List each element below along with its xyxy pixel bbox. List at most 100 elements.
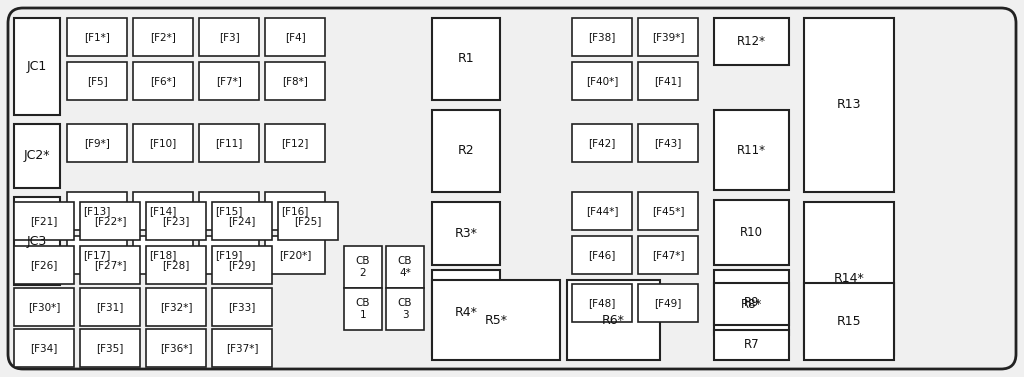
Text: R3*: R3*: [455, 227, 477, 240]
Text: R1: R1: [458, 52, 474, 66]
Text: [F18]: [F18]: [150, 250, 177, 260]
Bar: [67, 18, 127, 56]
Text: [F17]: [F17]: [83, 250, 111, 260]
Text: [F31]: [F31]: [96, 302, 124, 312]
Text: R11*: R11*: [737, 144, 766, 156]
Bar: [638, 62, 698, 100]
Bar: [432, 280, 560, 360]
Bar: [133, 18, 193, 56]
Bar: [80, 202, 140, 240]
Text: [F21]: [F21]: [31, 216, 57, 226]
Text: CB
2: CB 2: [355, 256, 371, 278]
Text: R9: R9: [743, 296, 760, 309]
Bar: [133, 236, 193, 274]
Text: [F8*]: [F8*]: [282, 76, 308, 86]
Text: [F4]: [F4]: [285, 32, 305, 42]
Bar: [80, 288, 140, 326]
Bar: [265, 124, 325, 162]
Bar: [265, 192, 325, 230]
Bar: [714, 18, 790, 65]
Bar: [199, 236, 259, 274]
Text: [F3]: [F3]: [219, 32, 240, 42]
FancyBboxPatch shape: [8, 8, 1016, 369]
Bar: [804, 202, 894, 355]
Text: R2: R2: [458, 144, 474, 158]
Text: [F30*]: [F30*]: [28, 302, 60, 312]
Text: R10: R10: [740, 226, 763, 239]
Text: [F7*]: [F7*]: [216, 76, 242, 86]
Bar: [278, 202, 338, 240]
Text: [F42]: [F42]: [589, 138, 615, 148]
Text: [F20*]: [F20*]: [279, 250, 311, 260]
Bar: [714, 283, 790, 325]
Bar: [14, 124, 60, 188]
Bar: [344, 288, 382, 330]
Text: [F2*]: [F2*]: [151, 32, 176, 42]
Text: [F1*]: [F1*]: [84, 32, 110, 42]
Bar: [212, 246, 272, 284]
Bar: [133, 124, 193, 162]
Text: [F32*]: [F32*]: [160, 302, 193, 312]
Text: [F15]: [F15]: [215, 206, 243, 216]
Bar: [199, 124, 259, 162]
Bar: [432, 18, 500, 100]
Text: [F46]: [F46]: [589, 250, 615, 260]
Bar: [14, 202, 74, 240]
Text: [F22*]: [F22*]: [94, 216, 126, 226]
Text: [F28]: [F28]: [163, 260, 189, 270]
Bar: [714, 110, 790, 190]
Bar: [80, 246, 140, 284]
Bar: [14, 288, 74, 326]
Text: [F9*]: [F9*]: [84, 138, 110, 148]
Text: [F24]: [F24]: [228, 216, 256, 226]
Bar: [14, 197, 60, 285]
Text: [F13]: [F13]: [83, 206, 111, 216]
Text: JC3: JC3: [27, 234, 47, 247]
Text: [F33]: [F33]: [228, 302, 256, 312]
Text: [F26]: [F26]: [31, 260, 57, 270]
Bar: [67, 236, 127, 274]
Text: [F49]: [F49]: [654, 298, 682, 308]
Bar: [804, 283, 894, 360]
Text: [F45*]: [F45*]: [651, 206, 684, 216]
Bar: [638, 124, 698, 162]
Text: [F29]: [F29]: [228, 260, 256, 270]
Bar: [14, 246, 74, 284]
Text: [F41]: [F41]: [654, 76, 682, 86]
Text: [F39*]: [F39*]: [651, 32, 684, 42]
Text: CB
1: CB 1: [355, 298, 371, 320]
Bar: [199, 18, 259, 56]
Text: [F38]: [F38]: [589, 32, 615, 42]
Bar: [572, 18, 632, 56]
Text: [F37*]: [F37*]: [225, 343, 258, 353]
Bar: [146, 246, 206, 284]
Bar: [572, 124, 632, 162]
Bar: [199, 62, 259, 100]
Text: [F11]: [F11]: [215, 138, 243, 148]
Bar: [265, 18, 325, 56]
Text: [F35]: [F35]: [96, 343, 124, 353]
Text: [F36*]: [F36*]: [160, 343, 193, 353]
Text: [F43]: [F43]: [654, 138, 682, 148]
Bar: [212, 329, 272, 367]
Text: R8*: R8*: [740, 297, 762, 311]
Bar: [714, 270, 790, 335]
Bar: [432, 202, 500, 265]
Text: [F6*]: [F6*]: [151, 76, 176, 86]
Bar: [14, 18, 60, 115]
Text: R13: R13: [837, 98, 861, 112]
Text: R15: R15: [837, 315, 861, 328]
Text: [F34]: [F34]: [31, 343, 57, 353]
Text: R6*: R6*: [602, 314, 625, 326]
Bar: [133, 62, 193, 100]
Text: JC2*: JC2*: [24, 150, 50, 162]
Bar: [386, 246, 424, 288]
Bar: [804, 18, 894, 192]
Text: JC1: JC1: [27, 60, 47, 73]
Bar: [146, 202, 206, 240]
Bar: [67, 62, 127, 100]
Text: CB
4*: CB 4*: [397, 256, 413, 278]
Bar: [199, 192, 259, 230]
Bar: [67, 192, 127, 230]
Bar: [265, 236, 325, 274]
